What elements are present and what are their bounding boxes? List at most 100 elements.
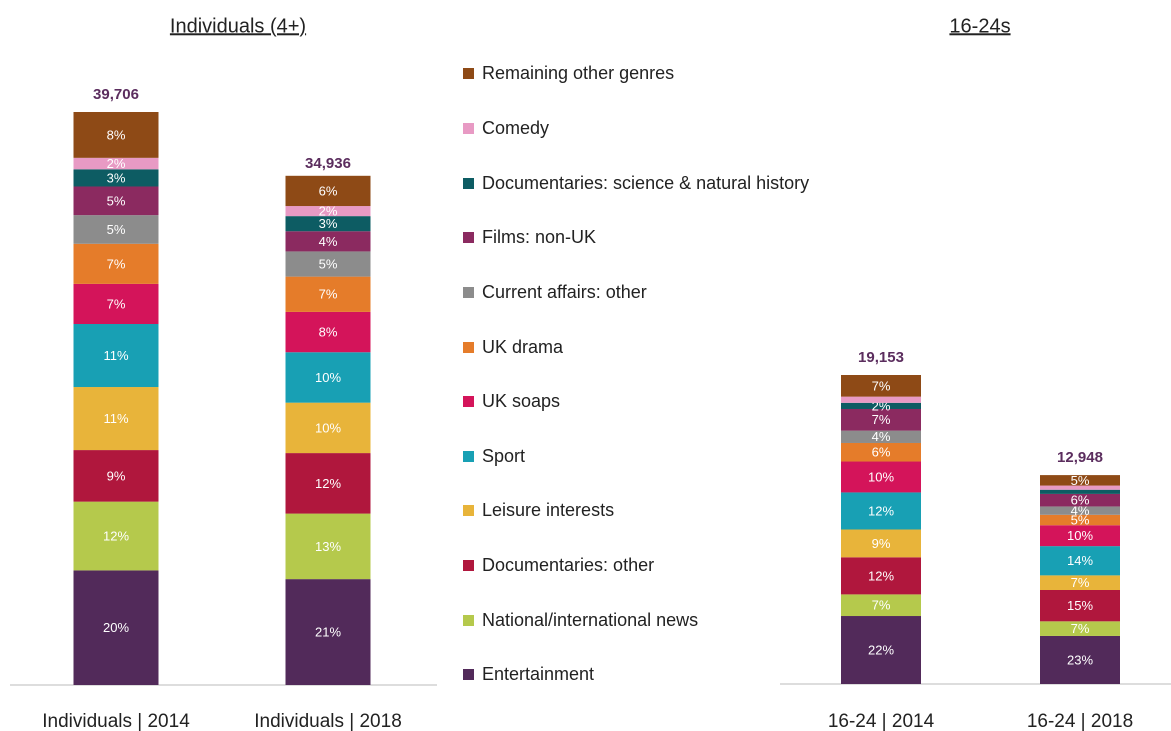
- segment-label: 12%: [868, 568, 894, 583]
- segment-label: 10%: [868, 469, 894, 484]
- legend-label: National/international news: [482, 610, 699, 630]
- bar-segment: [73, 215, 159, 244]
- bar-segment: [841, 492, 921, 530]
- bar-segment: [1040, 514, 1120, 526]
- legend-item: Remaining other genres: [463, 61, 812, 85]
- bar-segment: [73, 450, 159, 502]
- legend-item: National/international news: [463, 608, 812, 632]
- legend-swatch: [463, 451, 474, 462]
- segment-label: 8%: [107, 127, 126, 142]
- legend-item: Entertainment: [463, 662, 812, 686]
- segment-label: 7%: [319, 287, 338, 302]
- legend-swatch: [463, 615, 474, 626]
- segment-label: 5%: [319, 256, 338, 271]
- segment-label: 10%: [315, 370, 341, 385]
- bar-segment: [285, 175, 371, 207]
- segment-label: 5%: [1071, 512, 1090, 527]
- bar-segment: [73, 186, 159, 216]
- segment-label: 11%: [103, 411, 128, 426]
- bar-segment: [841, 402, 921, 409]
- bar-segment: [285, 402, 371, 454]
- segment-label: 7%: [107, 296, 126, 311]
- segment-label: 14%: [1067, 553, 1093, 568]
- bar-segment: [285, 251, 371, 277]
- legend-swatch: [463, 123, 474, 134]
- segment-label: 15%: [1067, 598, 1093, 613]
- chart-title: Individuals (4+): [170, 15, 306, 37]
- legend-item: UK soaps: [463, 389, 812, 413]
- segment-label: 4%: [319, 234, 338, 249]
- legend-label: Leisure interests: [482, 500, 615, 520]
- bar-segment: [841, 557, 921, 595]
- legend-label: Entertainment: [482, 664, 595, 684]
- bar-segment: [841, 442, 921, 462]
- x-tick-label: 16-24 | 2018: [1027, 711, 1133, 731]
- bar-segment: [285, 231, 371, 252]
- chart-title: 16-24s: [949, 15, 1010, 37]
- legend-item: Documentaries: science & natural history: [463, 171, 812, 195]
- bar-segment: [73, 243, 159, 284]
- legend-swatch: [463, 342, 474, 353]
- segment-label: 6%: [319, 183, 338, 198]
- segment-label: 9%: [872, 536, 891, 551]
- bar-segment: [285, 276, 371, 312]
- bar-segment: [73, 169, 159, 187]
- bar-segment: [285, 206, 371, 217]
- segment-label: 7%: [872, 598, 891, 613]
- segment-label: 20%: [103, 620, 129, 635]
- bar-segment: [285, 352, 371, 403]
- bar-segment: [1040, 525, 1120, 547]
- legend-swatch: [463, 669, 474, 680]
- bar-segment: [73, 501, 159, 571]
- legend-label: Remaining other genres: [482, 63, 675, 83]
- x-tick-label: 16-24 | 2014: [828, 711, 935, 731]
- bar-segment: [1040, 546, 1120, 576]
- x-tick-label: Individuals | 2014: [42, 711, 190, 731]
- bar-segment: [1040, 485, 1120, 490]
- segment-label: 4%: [1071, 503, 1090, 518]
- segment-label: 6%: [1071, 493, 1090, 508]
- segment-label: 4%: [872, 429, 891, 444]
- bar-segment: [285, 453, 371, 514]
- bar-segment: [841, 408, 921, 431]
- segment-label: 6%: [872, 445, 891, 460]
- legend-swatch: [463, 505, 474, 516]
- bar-segment: [73, 157, 159, 170]
- segment-label: 5%: [107, 222, 126, 237]
- x-tick-label: Individuals | 2018: [254, 711, 402, 731]
- segment-label: 5%: [107, 193, 126, 208]
- segment-label: 22%: [868, 642, 894, 657]
- bar-segment: [841, 529, 921, 558]
- total-label: 19,153: [858, 349, 904, 366]
- bar-segment: [841, 396, 921, 403]
- bar-segment: [841, 430, 921, 443]
- legend-swatch: [463, 178, 474, 189]
- legend-swatch: [463, 287, 474, 298]
- legend-item: Films: non-UK: [463, 225, 812, 249]
- bar-segment: [73, 570, 159, 685]
- segment-label: 3%: [319, 216, 338, 231]
- bar-segment: [1040, 635, 1120, 684]
- legend-item: Leisure interests: [463, 498, 812, 522]
- bar-segment: [841, 375, 921, 397]
- total-label: 34,936: [305, 155, 351, 172]
- segment-label: 11%: [103, 348, 128, 363]
- total-label: 12,948: [1057, 449, 1103, 466]
- segment-label: 9%: [107, 468, 126, 483]
- bar-segment: [285, 579, 371, 685]
- segment-label: 23%: [1067, 652, 1093, 667]
- segment-label: 12%: [868, 503, 894, 518]
- legend-item: Sport: [463, 444, 812, 468]
- legend-label: UK drama: [482, 337, 564, 357]
- segment-label: 7%: [1071, 621, 1090, 636]
- legend-label: Current affairs: other: [482, 282, 647, 302]
- segment-label: 13%: [315, 539, 341, 554]
- legend-label: Comedy: [482, 118, 550, 138]
- bar-segment: [1040, 493, 1120, 507]
- bar-segment: [73, 112, 159, 158]
- segment-label: 3%: [107, 170, 126, 185]
- segment-label: 2%: [107, 156, 126, 171]
- segment-label: 7%: [872, 412, 891, 427]
- legend-item: UK drama: [463, 335, 812, 359]
